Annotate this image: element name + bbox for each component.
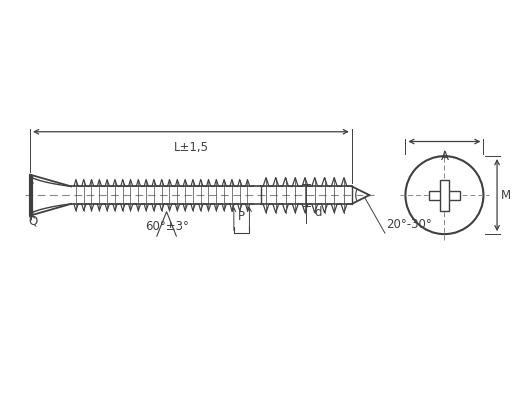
Text: P: P <box>238 210 245 223</box>
Text: 20°-30°: 20°-30° <box>386 218 431 231</box>
Text: A: A <box>441 150 448 163</box>
Bar <box>429 191 460 200</box>
Bar <box>440 180 449 211</box>
Text: M: M <box>501 189 511 202</box>
Text: d: d <box>314 206 322 220</box>
Text: L±1,5: L±1,5 <box>173 140 208 154</box>
Text: 60°±3°: 60°±3° <box>145 220 188 233</box>
Text: Q: Q <box>28 214 37 227</box>
